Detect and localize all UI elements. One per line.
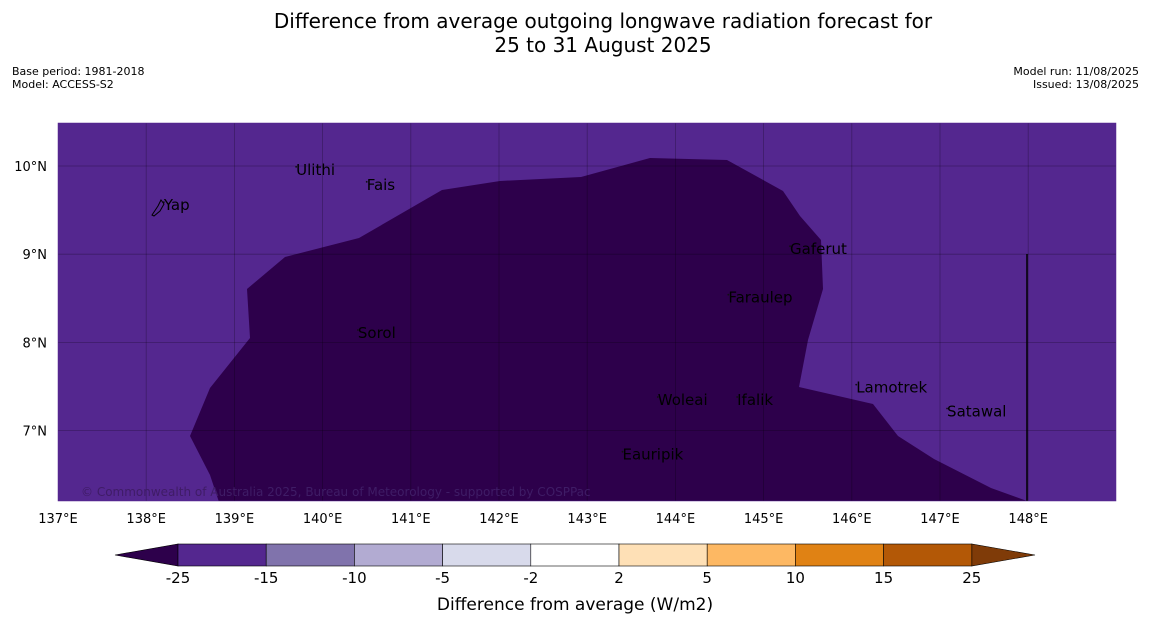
island-marker — [621, 450, 624, 453]
island-marker — [789, 245, 791, 248]
colorbar-over-arrow — [971, 543, 1036, 567]
meta-left: Base period: 1981-2018 Model: ACCESS-S2 — [12, 65, 144, 91]
colorbar-tick-label: -10 — [342, 569, 367, 587]
colorbar — [114, 543, 1036, 567]
colorbar-tick-label: 15 — [874, 569, 893, 587]
lon-tick-label: 146°E — [832, 512, 872, 527]
place-label: Fais — [367, 176, 396, 194]
lon-tick-label: 140°E — [303, 512, 343, 527]
colorbar-segment — [354, 543, 443, 567]
base-period: Base period: 1981-2018 — [12, 65, 145, 78]
lon-tick-label: 139°E — [215, 512, 255, 527]
lat-tick-label: 10°N — [14, 160, 47, 175]
lon-tick-label: 148°E — [1008, 512, 1048, 527]
colorbar-segment — [883, 543, 973, 567]
lon-tick-label: 138°E — [126, 512, 166, 527]
lon-tick-label: 145°E — [744, 512, 784, 527]
anomaly-region — [190, 158, 1027, 501]
latitude-ticks: 10°N 9°N 8°N 7°N — [14, 160, 47, 440]
place-label: Ulithi — [296, 161, 335, 179]
longitude-ticks: 137°E 138°E 139°E 140°E 141°E 142°E 143°E 144°E… — [38, 512, 1048, 527]
places-layer: Yap Ulithi Fais Gaferut Faraulep Sorol Lamotre… — [151, 161, 1006, 464]
island-marker — [736, 396, 739, 398]
lat-tick-label: 9°N — [23, 248, 48, 263]
colorbar-title: Difference from average (W/m2) — [437, 595, 713, 615]
colorbar-tick-label: -5 — [435, 569, 450, 587]
place-label: Yap — [163, 196, 190, 214]
title-line-1: Difference from average outgoing longwav… — [273, 9, 933, 33]
copyright-notice: © Commonwealth of Australia 2025, Bureau… — [81, 485, 591, 499]
map-frame — [57, 122, 1117, 502]
colorbar-segment — [530, 543, 620, 567]
island-marker — [727, 293, 730, 296]
colorbar-tick-label: 2 — [614, 569, 624, 587]
lon-tick-label: 144°E — [656, 512, 696, 527]
place-label: Gaferut — [790, 240, 847, 258]
colorbar-tick-label: -15 — [254, 569, 279, 587]
lat-tick-label: 8°N — [23, 336, 48, 351]
colorbar-tick-label: 5 — [702, 569, 712, 587]
colorbar-segment — [618, 543, 708, 567]
lon-tick-label: 137°E — [38, 512, 78, 527]
map-title: Difference from average outgoing longwav… — [0, 9, 1150, 57]
colorbar-tick-label: -25 — [166, 569, 191, 587]
lon-tick-label: 141°E — [391, 512, 431, 527]
colorbar-tick-label: 25 — [962, 569, 981, 587]
lat-tick-label: 7°N — [23, 425, 48, 440]
place-label: Sorol — [358, 324, 396, 342]
place-label: Lamotrek — [856, 379, 927, 397]
colorbar-segment — [442, 543, 532, 567]
yap-island-outline — [151, 199, 165, 217]
island-marker — [855, 383, 858, 386]
island-marker — [946, 407, 948, 410]
place-label: Satawal — [947, 402, 1006, 420]
lon-tick-label: 143°E — [567, 512, 607, 527]
lon-tick-label: 147°E — [920, 512, 960, 527]
island-marker — [656, 396, 659, 398]
title-line-2: 25 to 31 August 2025 — [494, 33, 712, 57]
issued-date: Issued: 13/08/2025 — [1032, 78, 1139, 91]
place-label: Woleai — [658, 391, 708, 409]
colorbar-tick-label: 10 — [786, 569, 805, 587]
meta-right: Model run: 11/08/2025 Issued: 13/08/2025 — [1013, 65, 1139, 91]
place-label: Eauripik — [622, 446, 683, 464]
model-name: Model: ACCESS-S2 — [12, 78, 114, 91]
colorbar-tick-label: -2 — [523, 569, 538, 587]
colorbar-segment — [706, 543, 796, 567]
island-marker — [295, 165, 298, 168]
graticule — [58, 123, 1116, 501]
island-marker — [365, 180, 368, 183]
place-label: Ifalik — [737, 391, 773, 409]
colorbar-segment — [265, 543, 355, 567]
colorbar-under-arrow — [114, 543, 179, 567]
model-run: Model run: 11/08/2025 — [1013, 65, 1139, 78]
lon-tick-label: 142°E — [479, 512, 519, 527]
colorbar-segment — [795, 543, 884, 567]
colorbar-segment — [177, 543, 267, 567]
island-marker — [356, 329, 359, 331]
place-label: Faraulep — [728, 289, 792, 307]
colorbar-labels: -25 -15 -10 -5 -2 2 5 10 15 25 — [166, 569, 982, 587]
